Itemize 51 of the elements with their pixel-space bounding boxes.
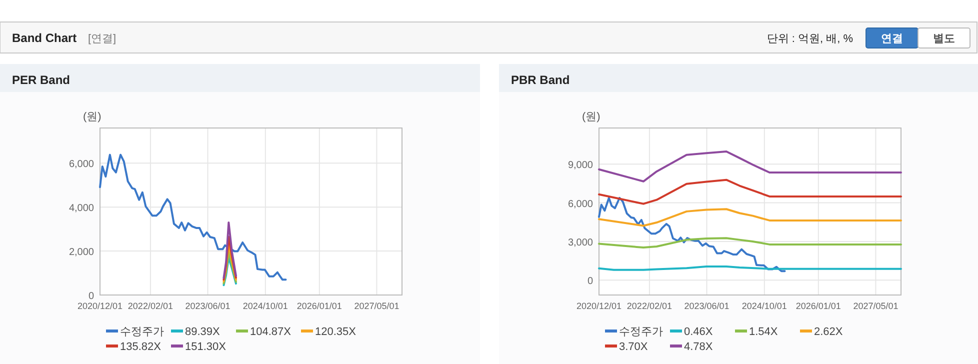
line-series: [598, 208, 902, 227]
x-tick-label: 2027/05/01: [853, 301, 898, 311]
line-series: [598, 150, 902, 182]
y-tick-label: 2,000: [68, 247, 94, 258]
y-tick-label: 6,000: [568, 198, 594, 210]
legend-label: 4.78X: [684, 341, 714, 353]
x-tick-label: 2026/01/01: [296, 301, 342, 311]
text: 별도: [933, 33, 955, 45]
line-series: [222, 256, 237, 286]
x-tick-label: 2022/02/01: [626, 301, 672, 311]
chart-title: PBR Band: [511, 73, 570, 87]
y-tick-label: 6,000: [68, 159, 94, 170]
text: 연결: [881, 33, 903, 45]
line-series: [598, 196, 786, 272]
legend-label: 135.82X: [120, 341, 162, 353]
line-series: [222, 251, 237, 284]
y-tick-label: 4,000: [68, 203, 94, 214]
x-tick-label: 2027/05/01: [354, 301, 400, 311]
line-series: [222, 221, 237, 279]
legend-label: 151.30X: [185, 341, 227, 353]
x-tick-label: 2023/06/01: [684, 301, 730, 311]
y-tick-label: 0: [88, 291, 94, 302]
text: 단위 : 억원, 배, %: [766, 33, 854, 45]
legend-label: 수정주가: [619, 326, 663, 338]
legend-label: 3.70X: [619, 341, 648, 353]
legend-label: 1.54X: [749, 326, 778, 338]
y-axis-title: (원): [83, 111, 102, 123]
y-tick-label: 3,000: [568, 237, 594, 248]
x-tick-label: 2023/06/01: [185, 301, 230, 311]
text: [연결]: [88, 33, 116, 45]
line-series: [99, 154, 287, 281]
x-tick-label: 2020/12/01: [576, 301, 622, 311]
legend-label: 2.62X: [814, 326, 844, 338]
legend-label: 수정주가: [120, 326, 164, 338]
chart-title: PER Band: [12, 73, 70, 87]
legend-label: 104.87X: [250, 326, 292, 338]
x-tick-label: 2024/10/01: [242, 301, 288, 311]
line-series: [598, 237, 902, 249]
line-series: [222, 236, 237, 281]
legend-label: 0.46X: [684, 326, 714, 338]
x-tick-label: 2022/02/01: [128, 301, 173, 311]
legend-label: 120.35X: [315, 326, 357, 338]
x-tick-label: 2026/01/01: [796, 301, 841, 311]
x-tick-label: 2020/12/01: [77, 301, 123, 311]
y-axis-title: (원): [582, 111, 600, 123]
text: Band Chart: [12, 31, 77, 45]
y-tick-label: 9,000: [568, 160, 594, 172]
y-tick-label: 0: [587, 276, 594, 288]
x-tick-label: 2024/10/01: [742, 301, 787, 311]
legend-label: 89.39X: [185, 326, 221, 338]
line-series: [598, 178, 902, 205]
